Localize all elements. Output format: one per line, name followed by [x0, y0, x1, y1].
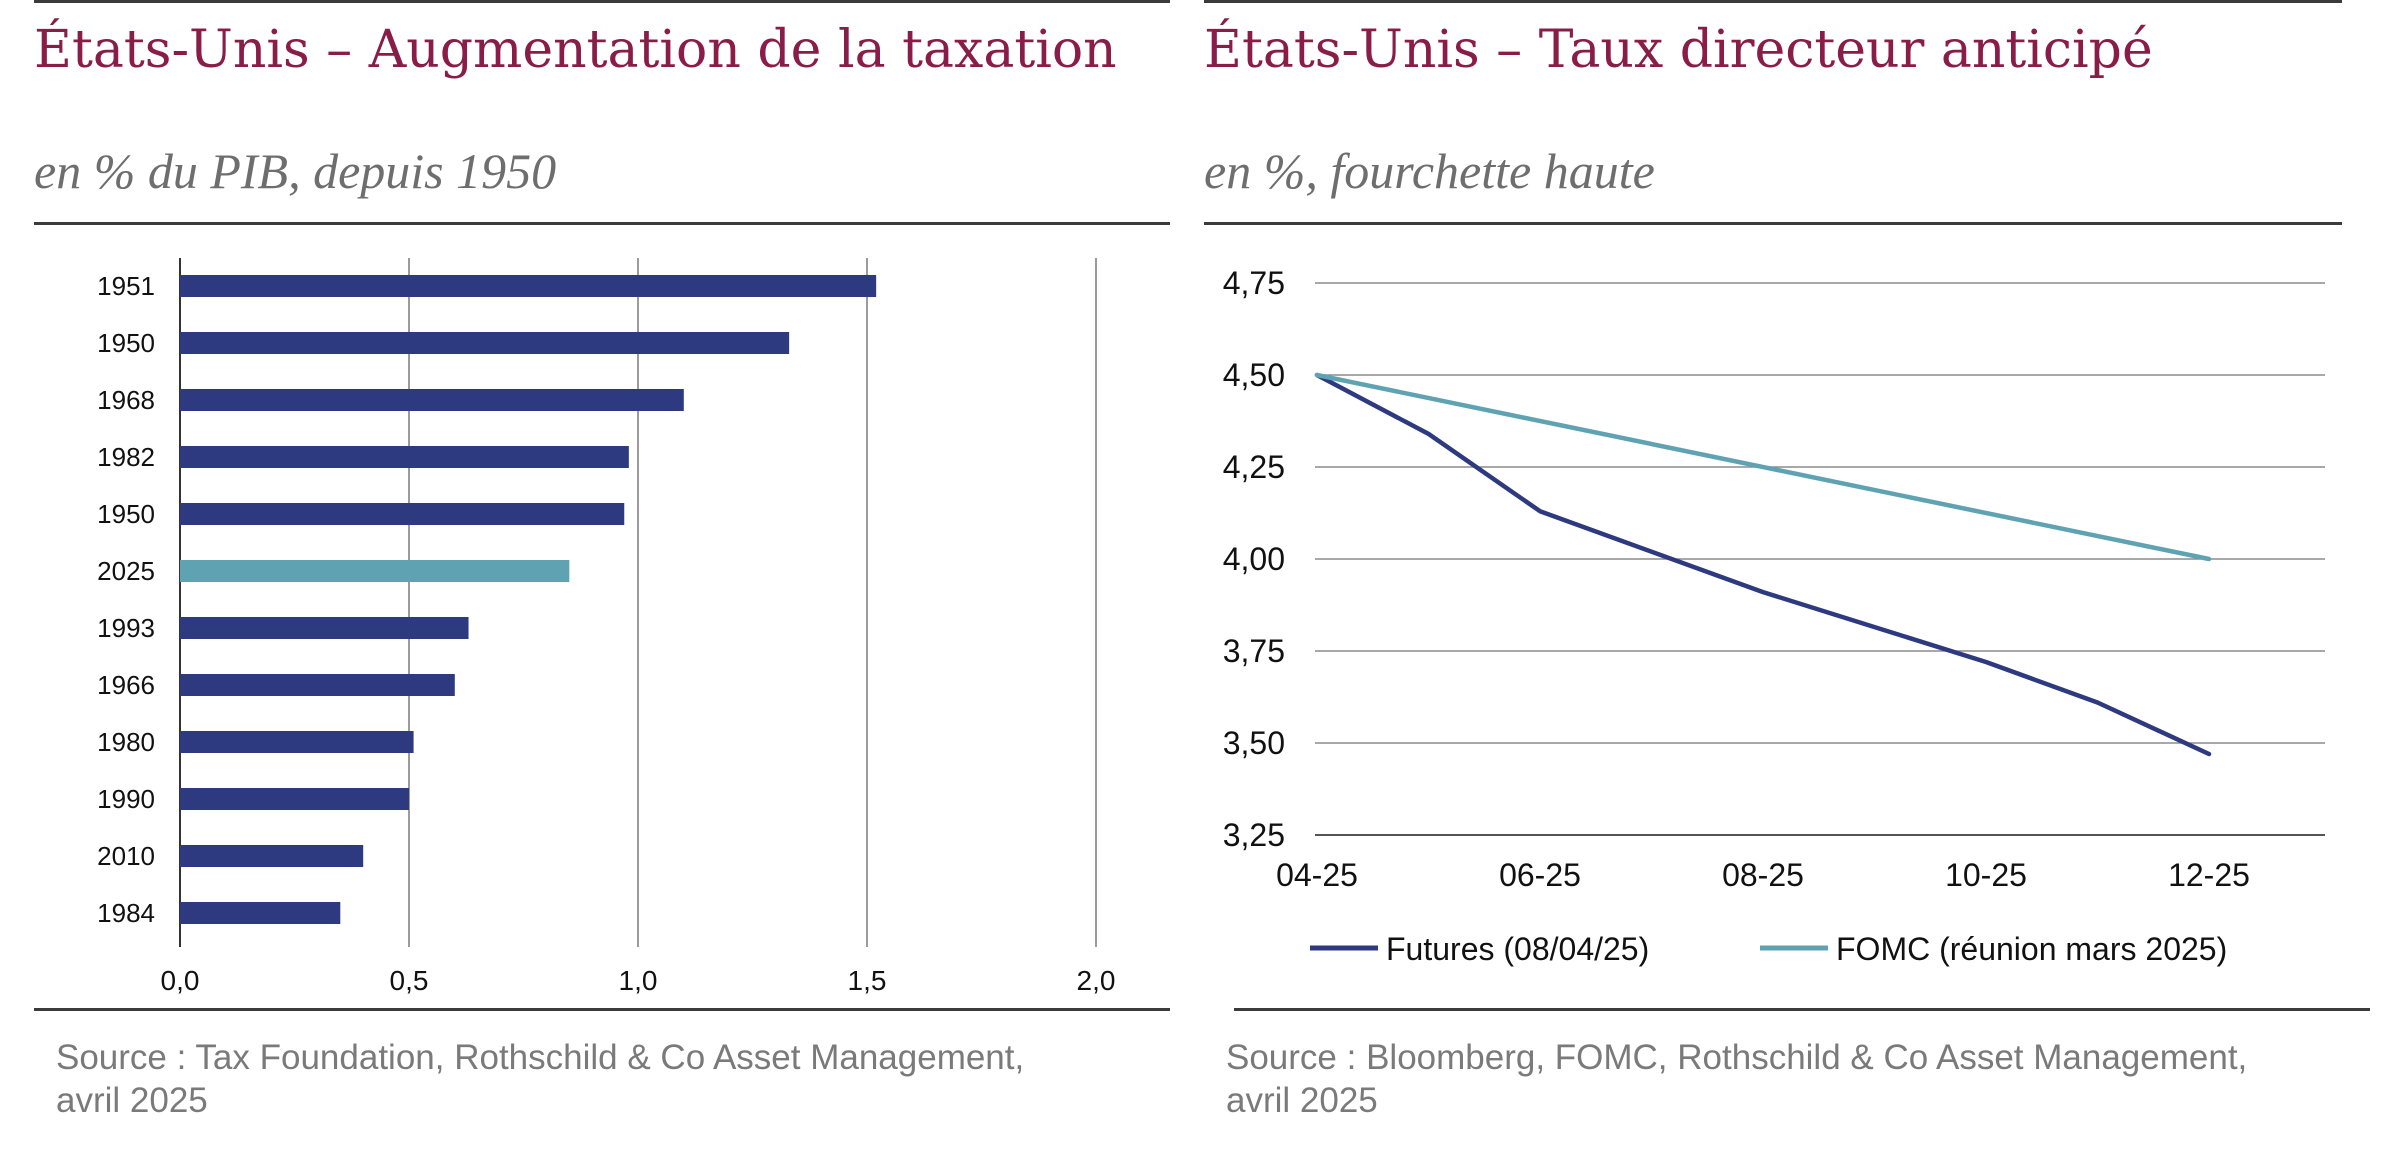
- policy-rate-panel: États-Unis – Taux directeur anticipé en …: [1200, 0, 2400, 1165]
- bar-2025: [180, 560, 570, 582]
- category-label: 1984: [97, 898, 155, 928]
- series-line-futures: [1314, 372, 2212, 757]
- x-tick-label: 08-25: [1722, 857, 1804, 893]
- category-label: 1950: [97, 328, 155, 358]
- x-tick-label: 1,5: [848, 965, 887, 996]
- top-rule: [1204, 0, 2342, 3]
- policy-rate-line-chart: 4,75 4,50 4,25 4,00 3,75 3,50 3,25 04-25 06-25 08…: [1223, 265, 2325, 967]
- chart-subtitle: en % du PIB, depuis 1950: [34, 143, 557, 199]
- category-label: 1968: [97, 385, 155, 415]
- source-line: Source : Bloomberg, FOMC, Rothschild & C…: [1226, 1038, 2248, 1077]
- y-tick-label: 4,25: [1223, 449, 1285, 485]
- tax-increase-panel: États-Unis – Augmentation de la taxation…: [34, 0, 1170, 1122]
- footer-rule: [1234, 1008, 2370, 1011]
- category-label: 1951: [97, 271, 155, 301]
- bar-1968: [180, 389, 684, 411]
- category-label: 1993: [97, 613, 155, 643]
- series-line-fomc: [1314, 372, 2212, 562]
- x-tick-label: 04-25: [1276, 857, 1358, 893]
- bar-1966: [180, 674, 455, 696]
- tax-increase-bar-chart: 0,0 0,5 1,0 1,5 2,0 1951 1950 1968 1982 1950 2025 1…: [97, 258, 1116, 996]
- source-line: avril 2025: [56, 1081, 208, 1120]
- category-label: 1966: [97, 670, 155, 700]
- bar-1980: [180, 731, 414, 753]
- bar-2010: [180, 845, 364, 867]
- source-line: avril 2025: [1226, 1081, 1378, 1120]
- bar-1982: [180, 446, 629, 468]
- chart-subtitle: en %, fourchette haute: [1204, 143, 1655, 199]
- x-tick-label: 2,0: [1077, 965, 1116, 996]
- x-tick-label: 0,0: [161, 965, 200, 996]
- chart-title: États-Unis – Augmentation de la taxation: [34, 20, 1117, 80]
- category-label: 2010: [97, 841, 155, 871]
- source-note: Source : Tax Foundation, Rothschild & Co…: [56, 1036, 1024, 1122]
- y-tick-label: 4,75: [1223, 265, 1285, 301]
- legend-label: FOMC (réunion mars 2025): [1836, 931, 2227, 967]
- bar-1984: [180, 902, 341, 924]
- x-tick-label: 06-25: [1499, 857, 1581, 893]
- top-rule: [34, 0, 1170, 3]
- source-note: Source : Bloomberg, FOMC, Rothschild & C…: [1226, 1036, 2247, 1122]
- y-tick-label: 3,50: [1223, 725, 1285, 761]
- legend-label: Futures (08/04/25): [1386, 931, 1649, 967]
- y-tick-label: 4,50: [1223, 357, 1285, 393]
- bar-1950: [180, 503, 625, 525]
- category-label: 1980: [97, 727, 155, 757]
- chart-title: États-Unis – Taux directeur anticipé: [1204, 20, 2153, 80]
- y-tick-label: 3,75: [1223, 633, 1285, 669]
- bar-1950: [180, 332, 790, 354]
- x-tick-label: 10-25: [1945, 857, 2027, 893]
- bar-1990: [180, 788, 409, 810]
- category-label: 1990: [97, 784, 155, 814]
- y-tick-label: 3,25: [1223, 817, 1285, 853]
- x-tick-label: 0,5: [390, 965, 429, 996]
- x-tick-label: 12-25: [2168, 857, 2250, 893]
- bar-1993: [180, 617, 469, 639]
- category-label: 1982: [97, 442, 155, 472]
- category-label: 1950: [97, 499, 155, 529]
- header-rule: [34, 222, 1170, 225]
- x-tick-label: 1,0: [619, 965, 658, 996]
- footer-rule: [34, 1008, 1170, 1011]
- source-line: Source : Tax Foundation, Rothschild & Co…: [56, 1038, 1025, 1077]
- category-label: 2025: [97, 556, 155, 586]
- bar-1951: [180, 275, 877, 297]
- header-rule: [1204, 222, 2342, 225]
- y-tick-label: 4,00: [1223, 541, 1285, 577]
